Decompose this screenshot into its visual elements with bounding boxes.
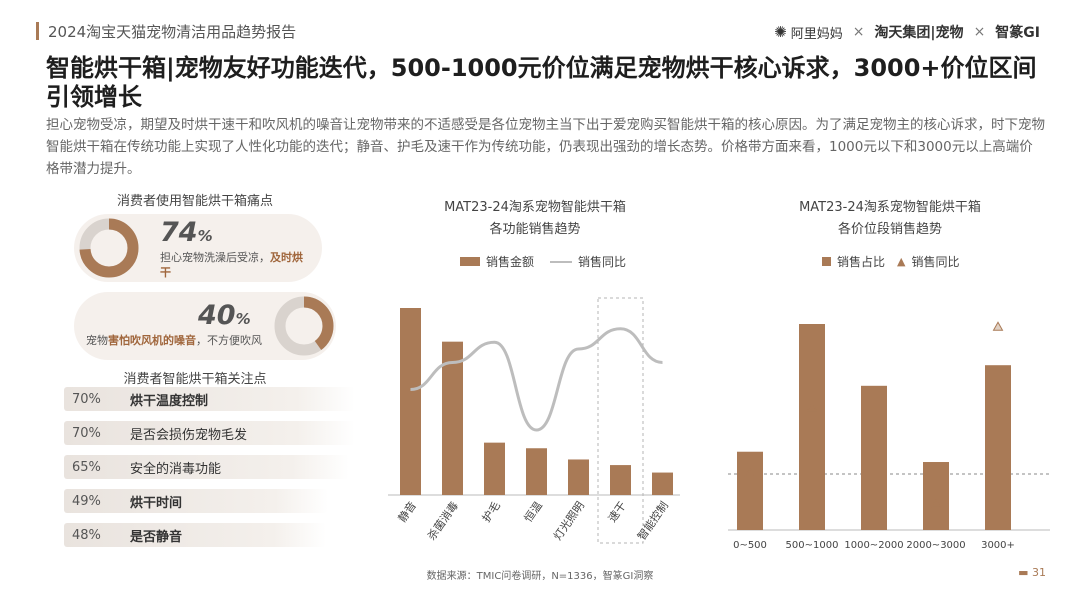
focus-point-row: 70% 是否会损伤宠物毛发 [64,421,355,445]
legend-triangle-icon: ▲ [897,255,906,268]
focus-point-label: 是否静音 [130,529,183,545]
legend-bar-swatch [460,257,480,266]
focus-point-row: 49% 烘干时间 [64,489,328,513]
bar [400,308,421,495]
bar [526,448,547,495]
bar [923,462,949,530]
yoy-line [410,327,663,432]
focus-point-row: 48% 是否静音 [64,523,327,547]
yoy-marker [930,498,942,508]
x-tick-label: 0~500 [733,540,767,551]
x-tick-label: 2000~3000 [906,540,965,551]
legend-bar-label: 销售占比 [837,255,886,269]
bar [610,465,631,495]
focus-point-pct: 48% [72,527,101,543]
price-chart-legend: 销售占比 ▲ 销售同比 [822,253,960,270]
x-tick-label: 智能控制 [634,499,671,543]
yoy-marker [744,467,756,477]
pain-points-title: 消费者使用智能烘干箱痛点 [116,194,273,209]
bar [568,459,589,495]
pain-pct-2: 40% [198,300,251,331]
x-tick-label: 1000~2000 [844,540,903,551]
focus-points-list: 70% 烘干温度控制 70% 是否会损伤宠物毛发 65% 安全的消毒功能 49% 烘干时间 48… [64,387,355,557]
bar [799,324,825,530]
legend-marker-label: 销售同比 [911,255,960,269]
focus-point-row: 70% 烘干温度控制 [64,387,355,411]
legend-bar-label: 销售金额 [486,255,535,269]
bar [652,472,673,495]
legend-bar-swatch [822,257,831,266]
x-tick-label: 速干 [606,499,629,524]
yoy-marker [868,508,880,519]
logo-strip: ✺ 阿里妈妈 × 淘天集团|宠物 × 智篆GI [774,22,1040,42]
focus-point-pct: 70% [72,391,101,407]
pain-donut-1 [79,218,139,278]
price-chart-title: MAT23-24淘系宠物智能烘干箱 各价位段销售趋势 [799,200,981,237]
bar [985,365,1011,530]
yoy-marker [992,321,1004,331]
focus-point-row: 65% 安全的消毒功能 [64,455,349,479]
focus-point-label: 烘干时间 [130,495,183,511]
header-accent-bar [36,22,39,40]
focus-point-pct: 65% [72,459,101,475]
price-sales-chart: 0~500 500~1000 1000~2000 2000~3000 3000+ [728,321,1050,551]
x-tick-label: 灯光照明 [550,499,587,543]
x-tick-label: 3000+ [981,540,1015,551]
focus-points-title: 消费者智能烘干箱关注点 [123,372,267,387]
intro-paragraph: 担心宠物受凉，期望及时烘干速干和吹风机的噪音让宠物带来的不适感受是各位宠物主当下… [46,117,1045,177]
bar [737,451,763,530]
page-number: ▬ 31 [1018,566,1046,579]
report-title: 2024淘宝天猫宠物清洁用品趋势报告 [48,23,297,41]
x-tick-label: 护毛 [479,499,503,525]
pain-donut-2 [274,296,334,356]
page-headline: 智能烘干箱|宠物友好功能迭代，500-1000元价位满足宠物烘干核心诉求，300… [46,54,1037,111]
pain-pct-1: 74% [160,217,213,248]
alimama-logo: ✺ 阿里妈妈 [774,23,843,42]
page-dash-icon: ▬ [1018,566,1032,579]
x-tick-label: 杀菌消毒 [424,499,461,543]
highlight-frame [597,297,644,544]
yoy-marker [806,401,818,412]
taotian-logo: 淘天集团|宠物 [874,25,964,41]
legend-line-swatch [550,260,573,263]
focus-point-label: 烘干温度控制 [130,393,209,409]
focus-point-pct: 49% [72,493,101,509]
focus-point-label: 是否会损伤宠物毛发 [130,427,248,443]
bar [484,442,505,495]
legend-line-label: 销售同比 [578,255,627,269]
logo-separator: × [852,24,865,40]
data-source-note: 数据来源：TMIC问卷调研，N=1336，智篆GI洞察 [426,571,654,582]
focus-point-pct: 70% [72,425,101,441]
function-sales-chart: 静音 杀菌消毒 护毛 恒温 灯光照明 速干 智能控制 [388,297,680,544]
gi-logo: 智篆GI [995,25,1040,41]
focus-point-label: 安全的消毒功能 [130,461,222,477]
x-tick-label: 恒温 [522,499,545,524]
function-chart-title: MAT23-24淘系宠物智能烘干箱 各功能销售趋势 [444,200,626,237]
pain-text-1: 担心宠物洗澡后受凉，及时烘干 [160,251,303,279]
sparkle-icon: ✺ [774,23,787,41]
logo-separator: × [973,24,986,40]
x-tick-label: 静音 [395,499,419,525]
function-chart-legend: 销售金额 销售同比 [460,253,626,270]
x-tick-label: 500~1000 [786,540,839,551]
pain-text-2: 宠物害怕吹风机的噪音，不方便吹风 [86,334,262,347]
bar [861,385,887,530]
bar [442,341,463,495]
